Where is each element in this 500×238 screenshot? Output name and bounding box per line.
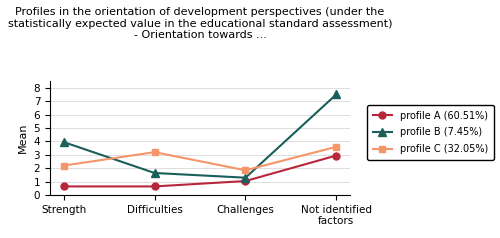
Line: profile B (7.45%): profile B (7.45%): [60, 90, 340, 182]
profile A (60.51%): [334, 154, 340, 157]
profile A (60.51%): [152, 185, 158, 188]
profile A (60.51%): [60, 185, 66, 188]
profile C (32.05%): [242, 169, 248, 172]
Line: profile C (32.05%): profile C (32.05%): [60, 143, 340, 174]
Text: Profiles in the orientation of development perspectives (under the
statistically: Profiles in the orientation of developme…: [8, 7, 392, 40]
Line: profile A (60.51%): profile A (60.51%): [60, 152, 340, 190]
profile B (7.45%): [242, 176, 248, 179]
profile A (60.51%): [242, 180, 248, 183]
profile C (32.05%): [334, 145, 340, 148]
profile B (7.45%): [60, 141, 66, 144]
profile B (7.45%): [152, 172, 158, 174]
profile C (32.05%): [152, 151, 158, 154]
Legend: profile A (60.51%), profile B (7.45%), profile C (32.05%): profile A (60.51%), profile B (7.45%), p…: [367, 105, 494, 160]
Y-axis label: Mean: Mean: [18, 123, 28, 153]
profile B (7.45%): [334, 93, 340, 96]
profile C (32.05%): [60, 164, 66, 167]
